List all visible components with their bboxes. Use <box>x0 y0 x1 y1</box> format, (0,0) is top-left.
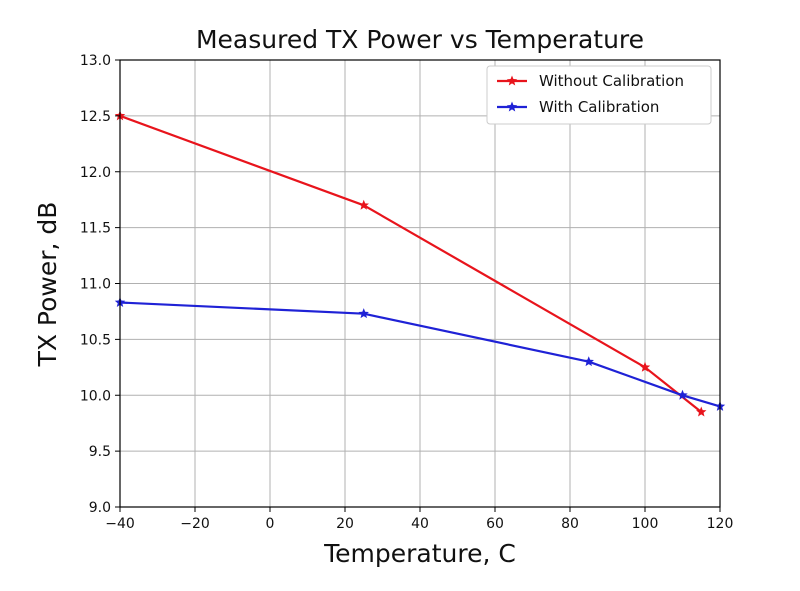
chart-title: Measured TX Power vs Temperature <box>196 25 644 54</box>
legend-label-with-calibration: With Calibration <box>539 98 659 116</box>
legend-label-without-calibration: Without Calibration <box>539 72 684 90</box>
x-tick-label: −40 <box>105 516 135 532</box>
data-point-without-calibration <box>696 406 707 417</box>
y-axis-label: TX Power, dB <box>33 202 62 368</box>
y-tick-label: 12.0 <box>80 165 111 181</box>
y-tick-label: 13.0 <box>80 53 111 69</box>
data-point-with-calibration <box>358 308 369 319</box>
y-tick-label: 11.0 <box>80 277 111 293</box>
x-tick-label: 40 <box>411 516 429 532</box>
x-tick-label: 80 <box>561 516 579 532</box>
series-line-without-calibration <box>119 114 702 413</box>
data-point-with-calibration <box>677 389 688 400</box>
legend-marker-with-calibration <box>506 101 518 112</box>
data-point-without-calibration <box>358 199 369 210</box>
x-tick-label: 0 <box>266 516 275 532</box>
y-tick-label: 10.0 <box>80 388 111 404</box>
data-point-without-calibration <box>639 361 651 372</box>
x-tick-label: 100 <box>632 516 659 532</box>
legend: Without Calibration With Calibration <box>486 65 712 125</box>
x-tick-label: 120 <box>707 516 734 532</box>
ticks: −40 −20 0 20 40 60 80 100 120 9.0 9.5 10.0 10.5 11.0 1… <box>80 53 734 532</box>
y-tick-label: 12.5 <box>80 109 111 125</box>
x-axis-label: Temperature, C <box>323 539 516 568</box>
legend-marker-without-calibration <box>506 75 518 86</box>
y-tick-label: 10.5 <box>80 332 111 348</box>
legend-box <box>486 65 712 125</box>
x-tick-label: −20 <box>180 516 210 532</box>
y-tick-label: 9.0 <box>89 500 111 516</box>
x-tick-label: 60 <box>486 516 504 532</box>
y-tick-label: 11.5 <box>80 221 111 237</box>
x-tick-label: 20 <box>336 516 354 532</box>
y-tick-label: 9.5 <box>89 444 111 460</box>
data-point-with-calibration <box>583 356 594 367</box>
